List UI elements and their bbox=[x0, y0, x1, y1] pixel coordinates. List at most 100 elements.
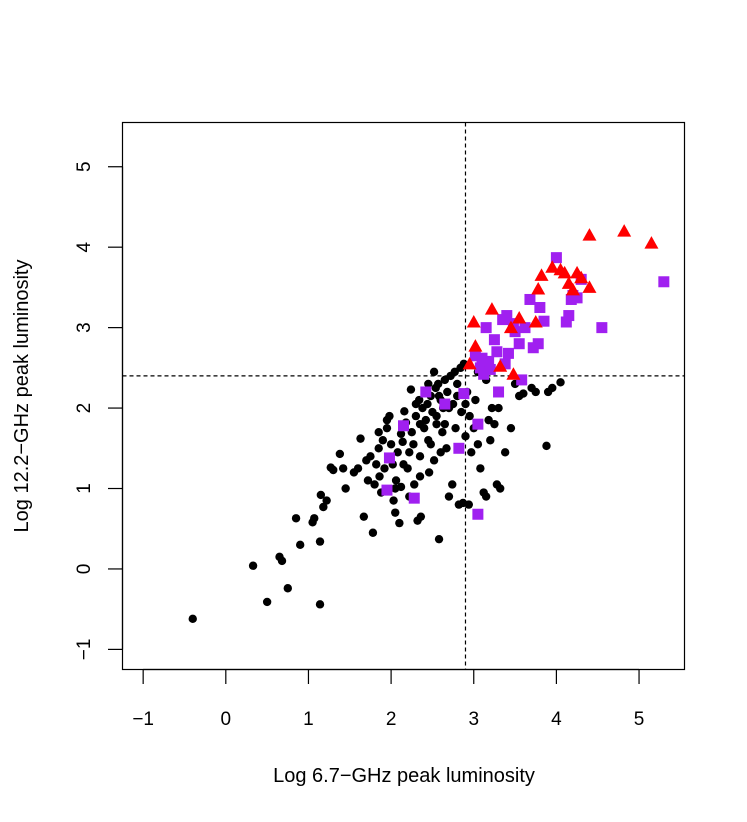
circle-point bbox=[372, 460, 381, 469]
square-point bbox=[532, 338, 544, 350]
circle-point bbox=[494, 403, 503, 413]
y-axis-title: Log 12.2−GHz peak luminosity bbox=[11, 260, 33, 533]
square-point bbox=[658, 276, 670, 288]
circle-point bbox=[426, 440, 435, 449]
circle-point bbox=[291, 514, 301, 523]
circle-point bbox=[506, 423, 516, 433]
x-tick-label: 4 bbox=[551, 709, 562, 730]
square-point bbox=[484, 363, 496, 375]
x-tick-label: −1 bbox=[132, 709, 154, 730]
triangle-point bbox=[512, 310, 527, 324]
circle-point bbox=[319, 502, 328, 512]
circle-point bbox=[424, 468, 434, 477]
square-point bbox=[458, 388, 470, 400]
y-tick-label: 4 bbox=[74, 241, 95, 252]
circle-point bbox=[432, 419, 441, 429]
circle-point bbox=[398, 437, 407, 447]
circle-point bbox=[315, 600, 325, 609]
y-tick-label: 0 bbox=[74, 564, 95, 575]
circle-point bbox=[399, 460, 408, 469]
x-tick-label: 0 bbox=[221, 709, 232, 730]
x-tick-label: 2 bbox=[386, 709, 397, 730]
triangle-point bbox=[466, 314, 481, 328]
circle-point bbox=[531, 387, 540, 397]
square-point bbox=[472, 508, 484, 520]
triangle-point bbox=[468, 339, 483, 352]
circle-point bbox=[310, 514, 319, 523]
triangle-point bbox=[617, 224, 632, 237]
circle-point bbox=[432, 411, 441, 421]
circle-point bbox=[391, 508, 400, 517]
square-point bbox=[524, 293, 536, 305]
triangle-point bbox=[534, 268, 549, 281]
square-point bbox=[501, 310, 513, 322]
x-axis: −1 0 1 2 3 4 5 bbox=[132, 668, 645, 730]
circle-point bbox=[395, 518, 404, 528]
circle-point bbox=[374, 427, 383, 437]
square-point bbox=[383, 452, 395, 464]
circle-point bbox=[188, 614, 197, 624]
circle-point bbox=[500, 448, 510, 457]
triangle-point bbox=[545, 260, 560, 273]
square-point bbox=[493, 386, 505, 398]
circle-point bbox=[542, 441, 551, 451]
circle-point bbox=[322, 496, 331, 505]
circle-point bbox=[329, 465, 338, 475]
circle-point bbox=[338, 464, 348, 473]
circle-point bbox=[411, 411, 421, 421]
circle-point bbox=[315, 537, 325, 546]
y-tick-label: 3 bbox=[74, 322, 95, 333]
circle-point bbox=[410, 480, 419, 489]
square-point bbox=[420, 386, 432, 398]
circle-point bbox=[486, 436, 495, 445]
circle-point bbox=[359, 512, 369, 521]
square-point bbox=[398, 420, 409, 432]
circle-point bbox=[429, 456, 439, 465]
circle-point bbox=[391, 484, 400, 493]
triangle-point bbox=[565, 282, 580, 296]
circle-point bbox=[495, 484, 505, 493]
circle-point bbox=[382, 415, 392, 425]
triangle-point bbox=[574, 270, 589, 284]
circle-point bbox=[481, 492, 491, 501]
reference-lines bbox=[122, 122, 685, 670]
circle-point bbox=[438, 427, 447, 437]
circle-point bbox=[473, 440, 483, 449]
square-point bbox=[483, 355, 495, 367]
square-point bbox=[507, 318, 519, 330]
circle-point bbox=[375, 472, 384, 481]
x-tick-label: 5 bbox=[634, 709, 645, 730]
plot-frame bbox=[121, 121, 686, 671]
circle-point bbox=[378, 436, 388, 445]
circle-point bbox=[487, 403, 497, 413]
square-point bbox=[550, 252, 562, 264]
circle-point bbox=[416, 512, 426, 521]
circle-point bbox=[391, 476, 401, 485]
square-point bbox=[596, 322, 608, 334]
x-axis-title: Log 6.7−GHz peak luminosity bbox=[273, 765, 535, 787]
circle-point bbox=[277, 556, 287, 566]
circle-point bbox=[407, 427, 416, 437]
circle-point bbox=[548, 383, 557, 393]
circle-point bbox=[248, 561, 258, 570]
y-tick-label: −1 bbox=[74, 639, 95, 661]
circle-point bbox=[434, 391, 444, 401]
square-point bbox=[534, 302, 546, 314]
circle-point bbox=[295, 540, 305, 550]
circle-point bbox=[341, 484, 350, 493]
square-point bbox=[516, 374, 528, 386]
circle-point bbox=[436, 448, 445, 457]
circle-point bbox=[464, 500, 473, 509]
square-point bbox=[474, 362, 486, 374]
square-point bbox=[478, 368, 490, 380]
square-point bbox=[439, 398, 451, 410]
circle-point bbox=[519, 389, 528, 398]
circle-point bbox=[386, 440, 396, 449]
square-point bbox=[519, 322, 531, 334]
triangle-point bbox=[528, 314, 543, 328]
square-point bbox=[563, 310, 575, 322]
circle-point bbox=[363, 476, 373, 485]
circle-point bbox=[476, 464, 485, 473]
circle-point bbox=[262, 597, 272, 607]
circle-point bbox=[556, 378, 565, 387]
